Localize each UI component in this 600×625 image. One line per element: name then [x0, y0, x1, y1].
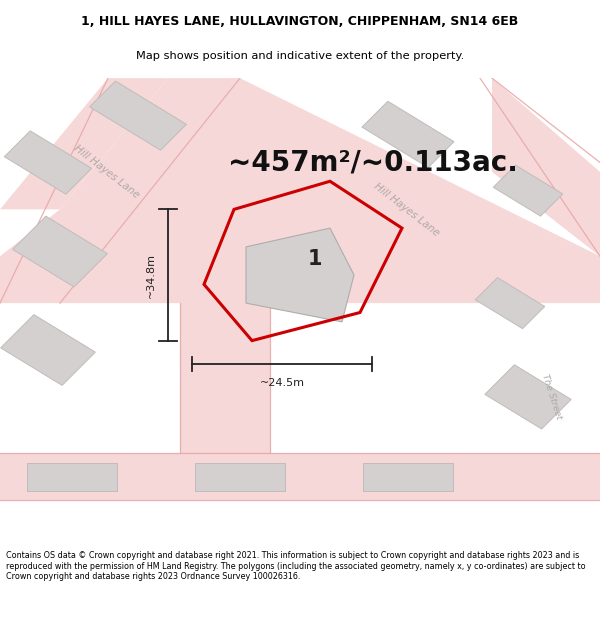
Text: Hill Hayes Lane: Hill Hayes Lane	[72, 143, 141, 201]
Text: 1, HILL HAYES LANE, HULLAVINGTON, CHIPPENHAM, SN14 6EB: 1, HILL HAYES LANE, HULLAVINGTON, CHIPPE…	[82, 16, 518, 28]
Polygon shape	[89, 81, 187, 150]
Text: ~457m²/~0.113ac.: ~457m²/~0.113ac.	[228, 149, 518, 176]
Polygon shape	[246, 228, 354, 322]
Polygon shape	[180, 303, 270, 453]
Polygon shape	[0, 453, 600, 500]
Text: Hill Hayes Lane: Hill Hayes Lane	[372, 181, 441, 238]
Polygon shape	[475, 278, 545, 329]
Polygon shape	[0, 78, 168, 209]
Text: Map shows position and indicative extent of the property.: Map shows position and indicative extent…	[136, 51, 464, 61]
Text: ~34.8m: ~34.8m	[146, 253, 156, 298]
Text: The Street: The Street	[541, 373, 563, 421]
Text: ~24.5m: ~24.5m	[260, 378, 305, 388]
Polygon shape	[485, 365, 571, 429]
Polygon shape	[363, 462, 453, 491]
Polygon shape	[0, 78, 600, 303]
Polygon shape	[493, 165, 563, 216]
Polygon shape	[13, 216, 107, 287]
Polygon shape	[0, 256, 60, 303]
Polygon shape	[27, 462, 117, 491]
Polygon shape	[362, 101, 454, 168]
Polygon shape	[4, 131, 92, 194]
Polygon shape	[195, 462, 285, 491]
Polygon shape	[492, 78, 600, 256]
Text: 1: 1	[308, 249, 322, 269]
Polygon shape	[1, 314, 95, 386]
Text: Contains OS data © Crown copyright and database right 2021. This information is : Contains OS data © Crown copyright and d…	[6, 551, 586, 581]
